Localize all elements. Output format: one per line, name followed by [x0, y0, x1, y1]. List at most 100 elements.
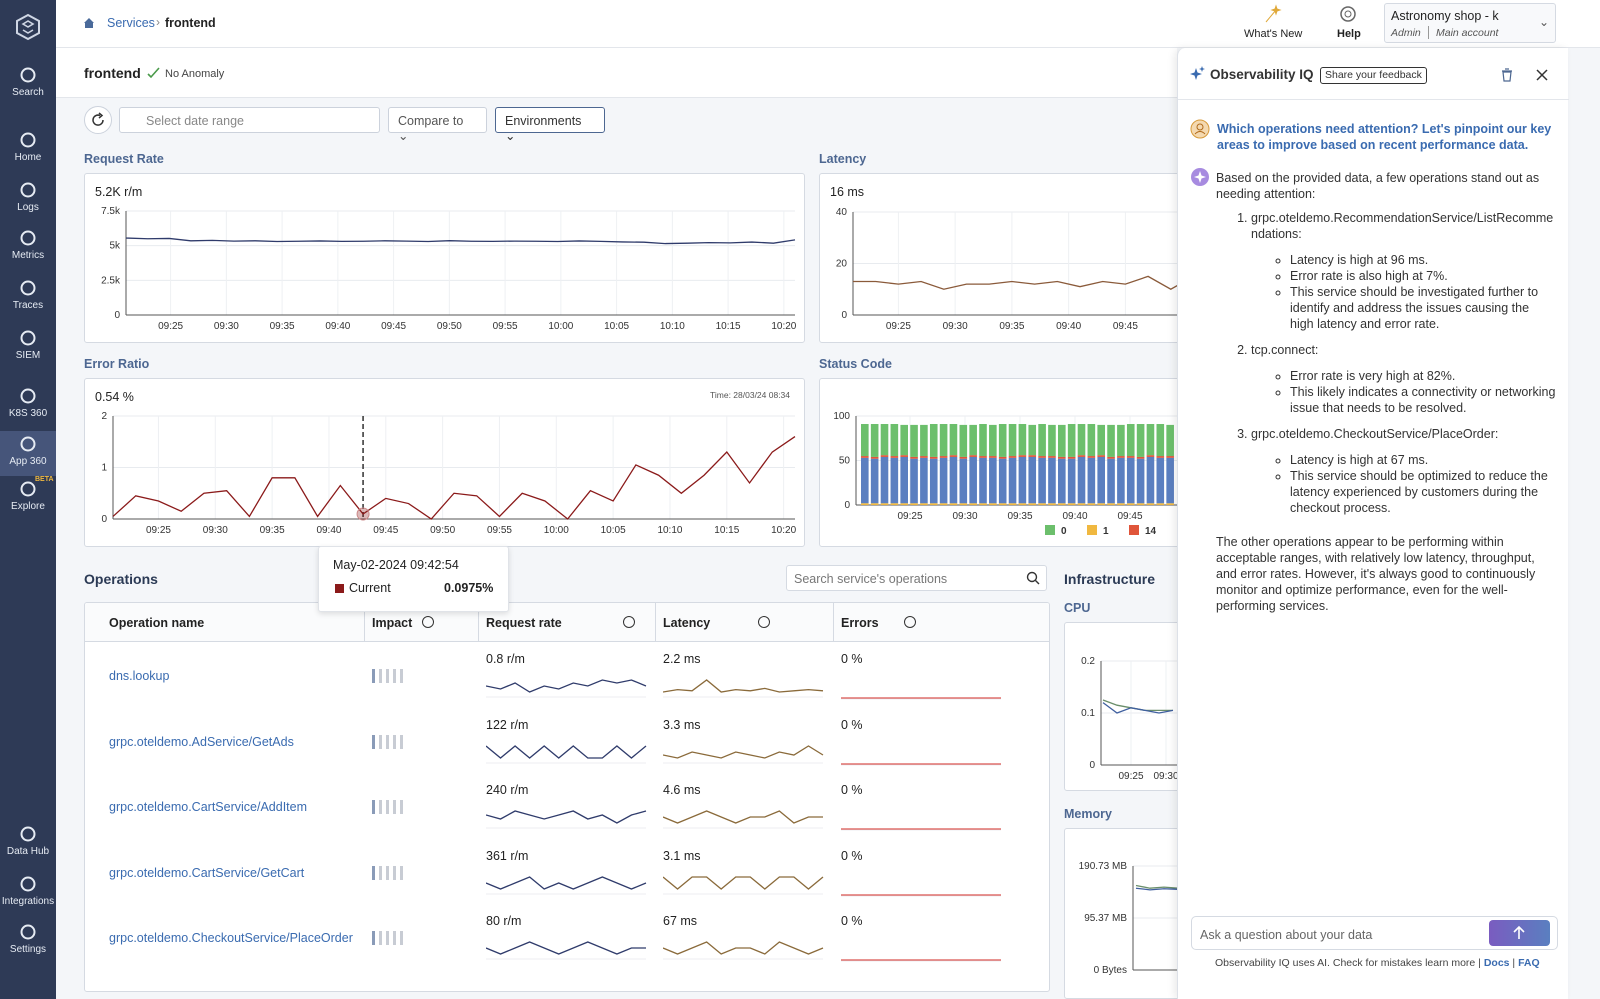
nav-item[interactable]: Explore [11, 501, 45, 512]
bar-segment [929, 424, 938, 457]
bar-segment [1097, 424, 1105, 456]
bar-segment [1097, 503, 1105, 505]
x-tick-label: 09:30 [943, 321, 968, 332]
bar-segment [1008, 457, 1017, 504]
bar-segment [998, 503, 1007, 505]
nav-item[interactable]: Home [14, 152, 42, 163]
nav-item[interactable]: Logs [17, 202, 39, 213]
breadcrumb-link[interactable]: Services [107, 16, 155, 30]
nav-icon [20, 388, 36, 404]
x-tick-label: 09:50 [437, 321, 462, 332]
nav-icon [20, 67, 36, 83]
nav-item[interactable]: App 360 [9, 456, 47, 467]
y-tick-label: 0 [101, 514, 107, 525]
rate-value: 80 r/m [486, 914, 522, 928]
account-switcher[interactable]: Astronomy shop - k Admin Main account ⌄ [1384, 3, 1556, 43]
bar-segment [1028, 456, 1037, 504]
impact-bar [400, 865, 403, 880]
impact-bar [372, 669, 375, 683]
table-header [85, 603, 1049, 642]
impact-bar [393, 734, 396, 749]
answer-point: This likely indicates a connectivity or … [1290, 384, 1556, 416]
nav-item[interactable]: K8S 360 [8, 408, 48, 419]
nav-item[interactable]: Search [12, 87, 44, 98]
answer-item: tcp.connect: Error rate is very high at 8… [1251, 342, 1556, 416]
operation-name[interactable]: grpc.oteldemo.CartService/GetCart [109, 865, 305, 880]
impact-bar [379, 865, 382, 880]
x-tick-label: 09:55 [487, 525, 512, 536]
sparkline [663, 744, 824, 763]
icon-shape [20, 230, 36, 246]
whats-new[interactable]: What's New [1244, 28, 1303, 40]
sparkline [663, 875, 824, 894]
bar-segment [880, 456, 889, 504]
account-sub: Main account [1436, 27, 1499, 39]
x-tick-label: 09:25 [897, 511, 922, 522]
whats-new-icon [1265, 4, 1282, 23]
bar-segment [1048, 424, 1056, 457]
data-line [1135, 887, 1179, 891]
bar-segment [1038, 456, 1046, 458]
bar-segment [1038, 503, 1046, 505]
legend-swatch [1087, 525, 1097, 535]
bar-segment [939, 503, 948, 505]
bar-segment [959, 456, 968, 459]
operation-name[interactable]: dns.lookup [109, 669, 170, 683]
bar-segment [1087, 424, 1096, 457]
data-line [112, 436, 796, 520]
impact-bar [372, 931, 375, 945]
nav-item[interactable]: Data Hub [6, 846, 50, 857]
divider [1428, 26, 1429, 39]
rate-value: 361 r/m [486, 848, 529, 863]
x-tick-label: 09:30 [952, 511, 977, 522]
date-range[interactable]: Select date range [119, 107, 380, 133]
bar-segment [1008, 456, 1017, 458]
nav-item[interactable]: Traces [12, 300, 44, 311]
current-value: 0.54 % [95, 390, 134, 404]
nav-item[interactable]: Metrics [11, 250, 45, 261]
status-code-chart: 0 50 100 09:25 09:30 09:35 09:40 09:45 0 1 14 [833, 411, 1188, 537]
bar-segment [1166, 503, 1174, 505]
operation-name[interactable]: grpc.oteldemo.CartService/AddItem [109, 800, 308, 814]
nav-icon [20, 826, 36, 842]
info-icon [758, 616, 770, 628]
chat-input[interactable]: Ask a question about your data [1191, 916, 1558, 950]
nav-item[interactable]: SIEM [15, 350, 41, 361]
x-tick-label: 09:25 [1118, 771, 1143, 782]
operation-name[interactable]: grpc.oteldemo.AdService/GetAds [109, 734, 294, 749]
answer-item: grpc.oteldemo.CheckoutService/PlaceOrder… [1251, 426, 1556, 516]
help[interactable]: Help [1337, 28, 1361, 40]
chevron: ⌄ [1539, 15, 1550, 29]
bar-segment [1067, 456, 1076, 459]
bar-segment [1018, 456, 1027, 504]
cpu-chart: 0 0.1 0.2 09:25 09:30 [1081, 656, 1193, 782]
y-tick-label: 0 [844, 500, 850, 511]
iq-panel: Observability IQ Share your feedback Whi… [1177, 48, 1569, 999]
operations-search[interactable]: Search service's operations [786, 565, 1047, 591]
icon-shape [20, 436, 36, 452]
bar-segment [979, 457, 987, 504]
feedback-button[interactable]: Share your feedback [1320, 67, 1427, 84]
bar-segment [989, 457, 997, 504]
send-button[interactable] [1489, 920, 1550, 946]
bar-segment [929, 503, 938, 505]
nav-item[interactable]: Integrations [1, 896, 55, 907]
bar-segment [890, 503, 899, 505]
refresh-button[interactable] [84, 106, 112, 134]
delete-button[interactable] [1500, 68, 1514, 82]
y-tick-label: 7.5k [101, 206, 121, 217]
bar-segment [1156, 456, 1165, 458]
x-tick-label: 09:45 [373, 525, 398, 536]
environments-dropdown[interactable]: Environments ⌄ [495, 107, 605, 143]
docs-link[interactable]: Docs [1483, 957, 1510, 969]
operation-name[interactable]: grpc.oteldemo.CheckoutService/PlaceOrder [109, 931, 353, 945]
bar-segment [1058, 456, 1066, 459]
memory-chart: 0 Bytes 95.37 MB 190.73 MB [1079, 861, 1193, 976]
bar-segment [1117, 503, 1125, 505]
close-button[interactable] [1535, 68, 1549, 82]
nav-item[interactable]: Settings [9, 944, 47, 955]
impact-bar [372, 865, 375, 880]
memory-panel: 0 Bytes 95.37 MB 190.73 MB [1064, 828, 1194, 999]
faq-link[interactable]: FAQ [1518, 957, 1540, 969]
compare-dropdown[interactable]: Compare to ⌄ [388, 107, 487, 143]
